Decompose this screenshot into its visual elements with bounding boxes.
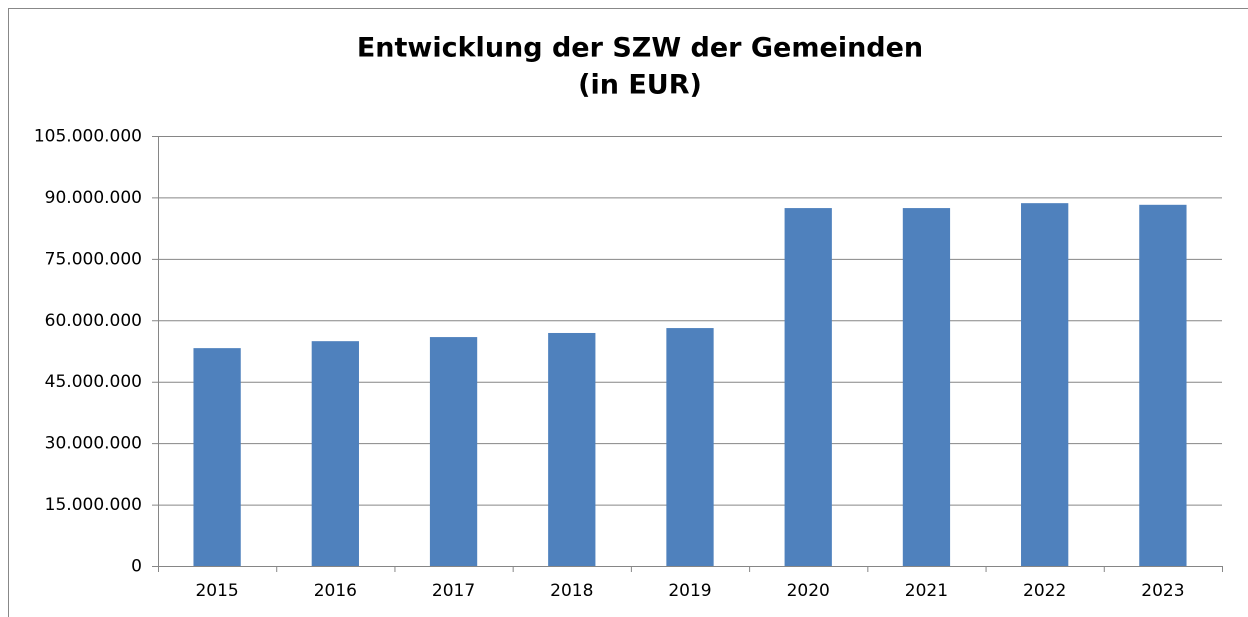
chart-subtitle: (in EUR) xyxy=(578,70,702,101)
bar xyxy=(311,341,359,566)
x-tick-label: 2023 xyxy=(1141,581,1184,601)
x-tick-label: 2021 xyxy=(905,581,948,601)
x-tick-label: 2016 xyxy=(314,581,357,601)
bar xyxy=(193,348,241,566)
y-tick-label: 90.000.000 xyxy=(45,188,142,208)
bar xyxy=(1021,203,1069,566)
x-tick-label: 2018 xyxy=(550,581,593,601)
y-tick-label: 75.000.000 xyxy=(45,249,142,269)
y-tick-label: 0 xyxy=(131,557,142,577)
x-tick-label: 2017 xyxy=(432,581,475,601)
bar xyxy=(1139,204,1187,567)
x-tick-label: 2019 xyxy=(668,581,711,601)
bar xyxy=(902,208,951,567)
y-tick-label: 60.000.000 xyxy=(45,311,142,331)
chart-title: Entwicklung der SZW der Gemeinden xyxy=(357,33,923,64)
bar xyxy=(666,328,714,566)
y-tick-label: 105.000.000 xyxy=(34,127,142,147)
bar xyxy=(548,332,596,566)
bar xyxy=(429,337,478,566)
chart-frame xyxy=(8,8,1248,617)
x-tick-label: 2015 xyxy=(195,581,238,601)
x-tick-label: 2022 xyxy=(1023,581,1066,601)
y-tick-label: 15.000.000 xyxy=(45,495,142,515)
x-tick-label: 2020 xyxy=(787,581,830,601)
y-tick-label: 45.000.000 xyxy=(45,372,142,392)
bar xyxy=(784,208,832,567)
y-tick-label: 30.000.000 xyxy=(45,434,142,454)
